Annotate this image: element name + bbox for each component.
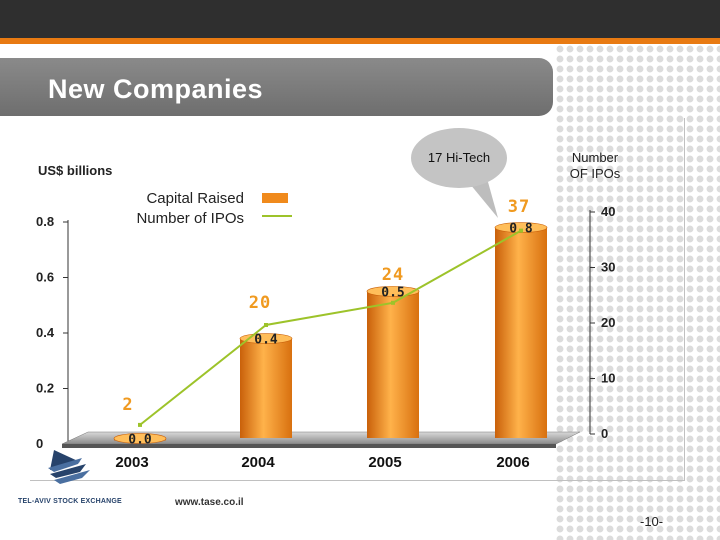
ipo-count-line <box>139 229 522 426</box>
slide-title: New Companies <box>48 74 264 104</box>
top-banner <box>0 0 720 42</box>
bar-top <box>113 433 167 444</box>
y-left-tick-label: 0.8 <box>36 214 54 229</box>
ipo-count-point <box>519 228 523 233</box>
title-bar: New Companies <box>0 58 553 116</box>
y-right-tick-label: 20 <box>601 315 615 330</box>
ipo-count-point <box>138 422 142 427</box>
legend-label-capital: Capital Raised <box>146 190 244 207</box>
y-right-axis-title: OF IPOs <box>570 166 621 181</box>
bar-top <box>366 286 420 297</box>
tase-logo-icon <box>48 450 90 484</box>
x-tick-label: 2005 <box>368 454 401 471</box>
y-left-tick-label: 0.6 <box>36 270 54 285</box>
legend-label-ipos: Number of IPOs <box>136 210 244 227</box>
bar-value-label: 0.5 <box>381 285 404 300</box>
y-left-tick-label: 0 <box>36 436 43 451</box>
y-right-tick-label: 10 <box>601 371 615 386</box>
x-tick-label: 2006 <box>496 454 529 471</box>
legend-swatch-capital <box>262 193 288 203</box>
y-right-axis-title: Number <box>572 150 619 165</box>
ipo-count-label: 24 <box>382 265 404 285</box>
footer-logo-text: TEL-AVIV STOCK EXCHANGE <box>18 498 122 505</box>
bar-value-label: 0.0 <box>128 432 152 447</box>
bar-value-label: 0.4 <box>254 333 278 348</box>
callout-pointer <box>470 182 498 218</box>
y-left-axis-title: US$ billions <box>38 163 112 178</box>
banner-stripe <box>0 38 720 44</box>
ipo-count-label: 20 <box>249 293 271 313</box>
chart-floor-edge <box>62 444 556 448</box>
x-tick-label: 2003 <box>115 454 148 471</box>
bar <box>240 338 292 438</box>
ipo-count-label: 2 <box>122 395 133 415</box>
ipo-count-label: 37 <box>508 197 530 217</box>
x-tick-label: 2004 <box>241 454 275 471</box>
y-right-tick-label: 40 <box>601 204 615 219</box>
bar <box>495 227 547 438</box>
y-left-tick-label: 0.4 <box>36 325 55 340</box>
ipo-count-point <box>391 300 395 305</box>
dot-pattern-panel <box>555 44 720 540</box>
ipo-count-point <box>264 323 268 327</box>
callout-bubble <box>411 128 507 188</box>
page-number: -10- <box>640 514 664 529</box>
footer-url: www.tase.co.il <box>175 497 244 508</box>
y-left-tick-label: 0.2 <box>36 381 54 396</box>
callout-text: 17 Hi-Tech <box>428 150 490 165</box>
y-right-tick-label: 30 <box>601 260 615 275</box>
chart-frame <box>30 118 685 481</box>
y-right-tick-label: 0 <box>601 426 608 441</box>
bar <box>367 291 419 438</box>
